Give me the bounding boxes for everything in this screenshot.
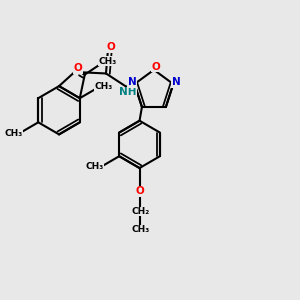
Text: N: N [128, 77, 136, 87]
Text: O: O [106, 42, 115, 52]
Text: O: O [135, 186, 144, 197]
Text: CH₂: CH₂ [132, 207, 150, 216]
Text: CH₃: CH₃ [4, 129, 23, 138]
Text: CH₃: CH₃ [132, 225, 150, 234]
Text: N: N [172, 77, 181, 87]
Text: CH₃: CH₃ [94, 82, 112, 91]
Text: O: O [151, 62, 160, 72]
Text: O: O [74, 64, 82, 74]
Text: CH₃: CH₃ [98, 57, 117, 66]
Text: NH: NH [119, 87, 136, 97]
Text: CH₃: CH₃ [85, 162, 104, 171]
